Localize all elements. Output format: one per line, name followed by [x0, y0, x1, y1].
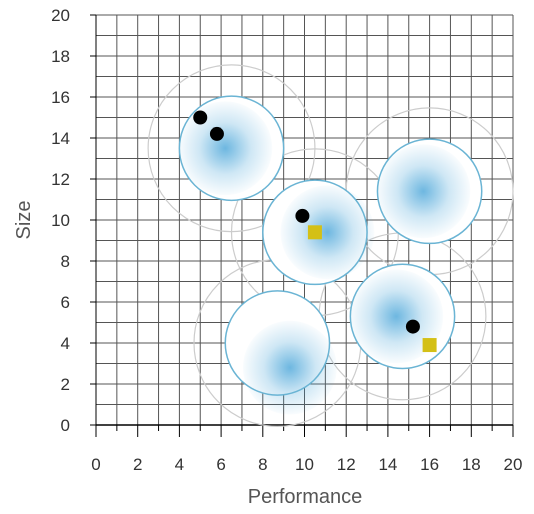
- x-tick-label: 14: [378, 455, 397, 474]
- bubble: [224, 290, 337, 415]
- bubble: [349, 263, 456, 370]
- y-tick-label: 8: [61, 252, 70, 271]
- x-tick-label: 8: [258, 455, 267, 474]
- x-tick-label: 6: [216, 455, 225, 474]
- tick-labels: 0 2 4 6 8 10 12 14 16 18 20 0 2 4 6 8 10 12 14 16 18 20: [51, 6, 522, 474]
- y-tick-label: 10: [51, 211, 70, 230]
- bubble-glow: [349, 269, 444, 364]
- bubble: [178, 95, 285, 202]
- x-tick-label: 12: [337, 455, 356, 474]
- bubble-glow: [178, 101, 273, 196]
- x-tick-label: 0: [91, 455, 100, 474]
- bubble-outline: [349, 263, 456, 370]
- y-tick-label: 14: [51, 129, 70, 148]
- x-tick-label: 18: [462, 455, 481, 474]
- y-tick-label: 16: [51, 88, 70, 107]
- x-tick-label: 4: [175, 455, 184, 474]
- bubble-outline: [224, 290, 331, 396]
- y-tick-label: 20: [51, 6, 70, 25]
- bubble-glow: [376, 144, 471, 239]
- circle-point: [209, 126, 224, 141]
- bubble-outline: [178, 95, 285, 202]
- y-tick-label: 12: [51, 170, 70, 189]
- y-tick-label: 2: [61, 375, 70, 394]
- y-tick-label: 18: [51, 47, 70, 66]
- bubbles: [178, 95, 483, 415]
- bubble: [376, 138, 483, 245]
- bubble-outline: [376, 138, 483, 245]
- circle-point: [405, 319, 420, 334]
- axes: [90, 14, 514, 437]
- circle-point: [193, 110, 208, 125]
- x-tick-label: 16: [420, 455, 439, 474]
- circle-point: [295, 208, 310, 223]
- square-point: [307, 225, 322, 240]
- x-axis-title: Performance: [248, 486, 363, 508]
- square-point: [422, 338, 437, 353]
- x-tick-label: 10: [295, 455, 314, 474]
- x-tick-label: 20: [504, 455, 523, 474]
- y-tick-label: 4: [61, 334, 70, 353]
- x-tick-label: 2: [133, 455, 142, 474]
- y-axis-title: Size: [13, 201, 35, 240]
- bubble-glow: [280, 185, 375, 280]
- bubble-glow: [242, 320, 337, 415]
- y-tick-label: 0: [61, 416, 70, 435]
- bubble-outline: [262, 179, 368, 286]
- y-tick-label: 6: [61, 293, 70, 312]
- data-points: [193, 110, 437, 353]
